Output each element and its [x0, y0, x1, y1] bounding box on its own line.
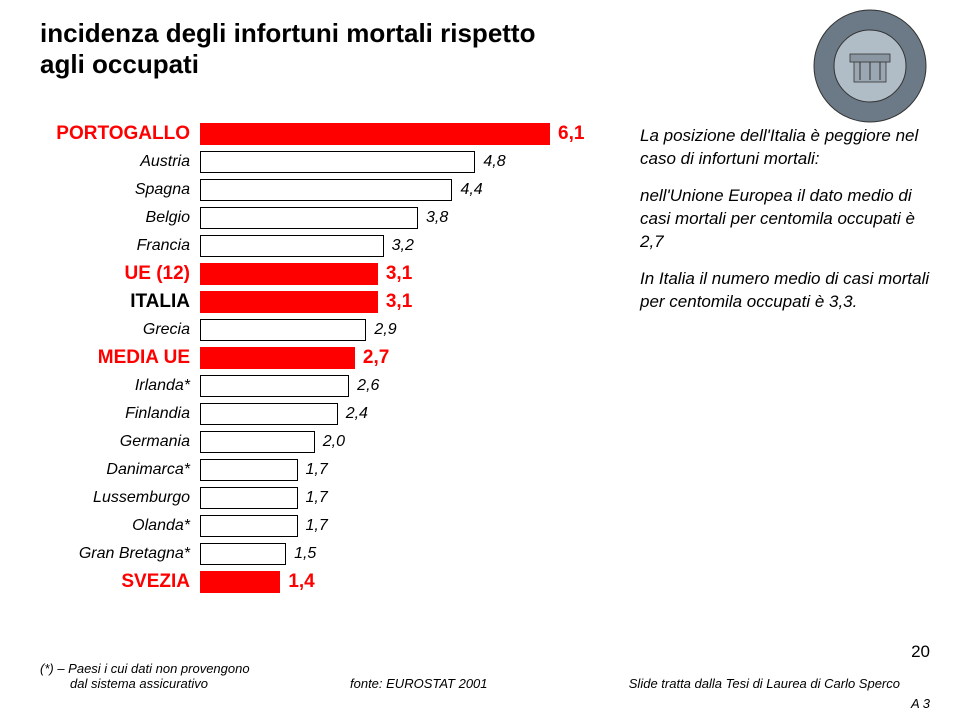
chart-row: Lussemburgo 1,7 [40, 484, 600, 512]
chart-row: Germania 2,0 [40, 428, 600, 456]
value-label: 1,7 [306, 456, 328, 484]
chart-row: Francia 3,2 [40, 232, 600, 260]
value-label: 2,6 [357, 372, 379, 400]
chart-row: Grecia 2,9 [40, 316, 600, 344]
value-label: 2,9 [374, 316, 396, 344]
value-label: 1,7 [306, 484, 328, 512]
slide-title: incidenza degli infortuni mortali rispet… [40, 18, 580, 80]
chart-row: UE (12) 3,1 [40, 260, 600, 288]
category-label: Spagna [40, 176, 200, 204]
commentary-p2: nell'Unione Europea il dato medio di cas… [640, 185, 930, 254]
chart-row: ITALIA 3,1 [40, 288, 600, 316]
chart-row: Olanda* 1,7 [40, 512, 600, 540]
category-label: Grecia [40, 316, 200, 344]
category-label: Lussemburgo [40, 484, 200, 512]
bar-chart: PORTOGALLO 6,1 Austria 4,8 Spagna 4,4 Belgio 3,… [40, 120, 600, 630]
commentary-p1: La posizione dell'Italia è peggiore nel … [640, 125, 930, 171]
bar [200, 123, 550, 145]
category-label: Olanda* [40, 512, 200, 540]
chart-row: PORTOGALLO 6,1 [40, 120, 600, 148]
corner-code: A 3 [911, 696, 930, 711]
value-label: 3,2 [392, 232, 414, 260]
bar [200, 291, 378, 313]
bar [200, 459, 298, 481]
category-label: Francia [40, 232, 200, 260]
university-logo [810, 6, 930, 126]
chart-row: SVEZIA 1,4 [40, 568, 600, 596]
value-label: 3,1 [386, 288, 412, 316]
category-label: ITALIA [40, 288, 200, 316]
chart-row: Danimarca* 1,7 [40, 456, 600, 484]
bar [200, 207, 418, 229]
footnote-credit: Slide tratta dalla Tesi di Laurea di Car… [629, 676, 900, 691]
bar [200, 263, 378, 285]
value-label: 4,4 [460, 176, 482, 204]
value-label: 2,4 [346, 400, 368, 428]
commentary-p3: In Italia il numero medio di casi mortal… [640, 268, 930, 314]
bar [200, 319, 366, 341]
category-label: Danimarca* [40, 456, 200, 484]
value-label: 6,1 [558, 120, 584, 148]
chart-row: Finlandia 2,4 [40, 400, 600, 428]
commentary-text: La posizione dell'Italia è peggiore nel … [640, 125, 930, 328]
bar [200, 347, 355, 369]
bar [200, 431, 315, 453]
bar [200, 487, 298, 509]
value-label: 2,7 [363, 344, 389, 372]
bar [200, 235, 384, 257]
value-label: 1,5 [294, 540, 316, 568]
value-label: 1,7 [306, 512, 328, 540]
value-label: 3,1 [386, 260, 412, 288]
value-label: 1,4 [288, 568, 314, 596]
chart-row: Spagna 4,4 [40, 176, 600, 204]
chart-row: Belgio 3,8 [40, 204, 600, 232]
chart-row: MEDIA UE 2,7 [40, 344, 600, 372]
value-label: 2,0 [323, 428, 345, 456]
category-label: PORTOGALLO [40, 120, 200, 148]
footnote-source: fonte: EUROSTAT 2001 [350, 676, 488, 691]
value-label: 4,8 [483, 148, 505, 176]
bar [200, 375, 349, 397]
value-label: 3,8 [426, 204, 448, 232]
bar [200, 543, 286, 565]
bar [200, 179, 452, 201]
page-number: 20 [911, 642, 930, 662]
bar [200, 571, 280, 593]
footnote-source-note: (*) – Paesi i cui dati non provengono da… [40, 661, 250, 691]
chart-row: Gran Bretagna* 1,5 [40, 540, 600, 568]
bar [200, 515, 298, 537]
category-label: Irlanda* [40, 372, 200, 400]
category-label: Belgio [40, 204, 200, 232]
category-label: UE (12) [40, 260, 200, 288]
bar [200, 151, 475, 173]
category-label: Finlandia [40, 400, 200, 428]
category-label: Germania [40, 428, 200, 456]
category-label: Austria [40, 148, 200, 176]
category-label: MEDIA UE [40, 344, 200, 372]
footnote-line2: dal sistema assicurativo [40, 676, 208, 691]
chart-row: Austria 4,8 [40, 148, 600, 176]
bar [200, 403, 338, 425]
category-label: SVEZIA [40, 568, 200, 596]
footnote-line1: (*) – Paesi i cui dati non provengono [40, 661, 250, 676]
chart-row: Irlanda* 2,6 [40, 372, 600, 400]
category-label: Gran Bretagna* [40, 540, 200, 568]
